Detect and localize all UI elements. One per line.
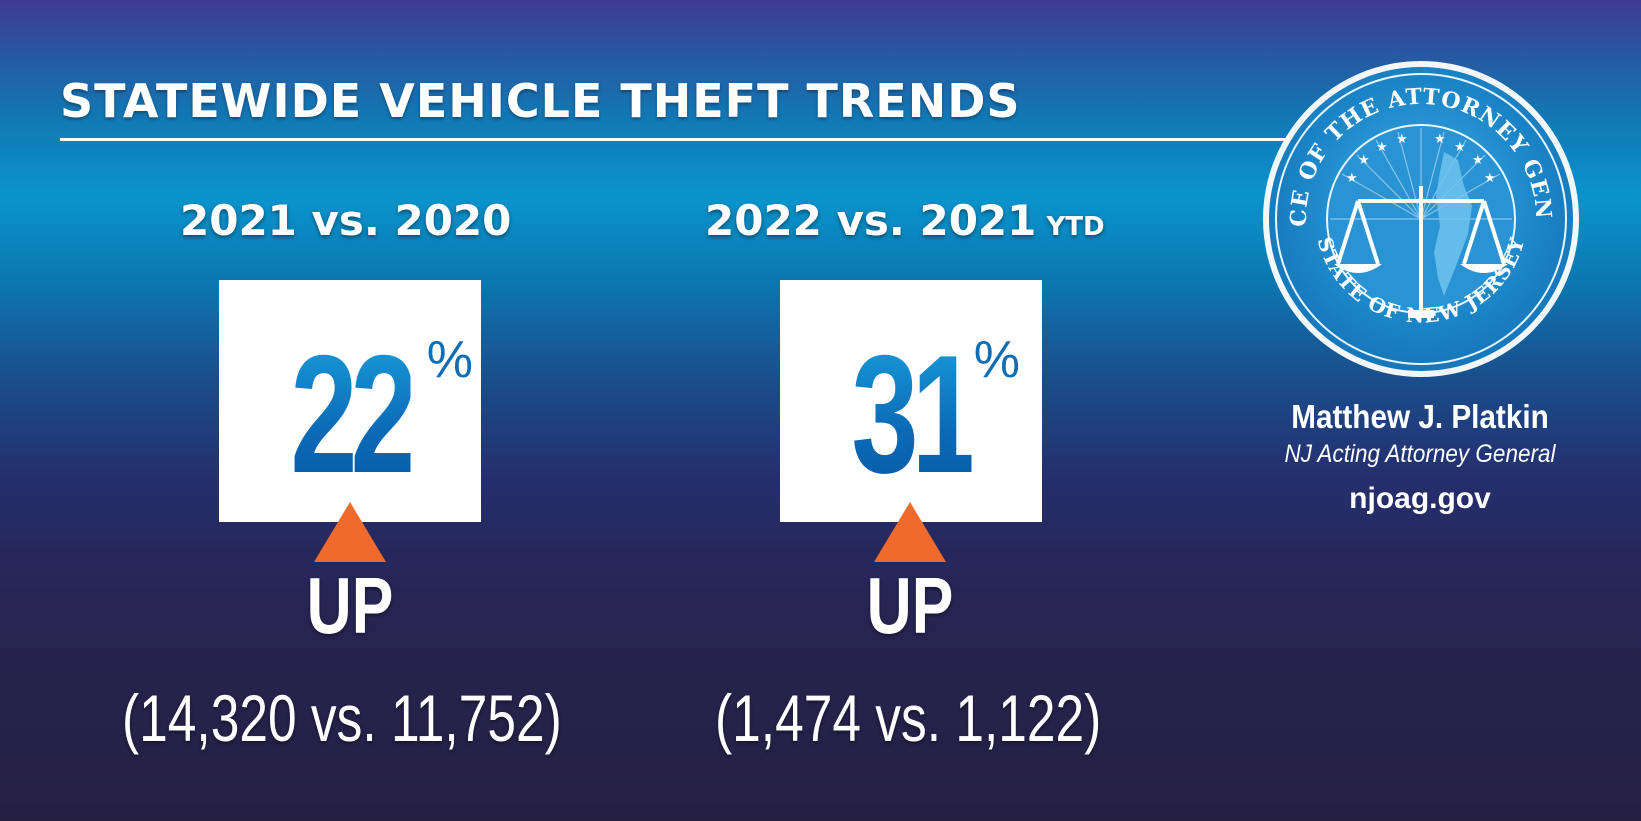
theft-counts: (1,474 vs. 1,122) [715,681,1102,755]
percent-sign: % [973,331,1020,389]
percent-card-2022: 31 % [780,280,1042,522]
period-suffix: YTD [1046,212,1105,242]
svg-text:★: ★ [1376,139,1388,154]
up-arrow-icon [874,502,946,562]
period-text: 2022 vs. 2021 [705,196,1037,245]
svg-text:★: ★ [1434,131,1446,146]
percent-card-2021: 22 % [219,280,481,522]
theft-counts: (14,320 vs. 11,752) [122,681,562,755]
percent-number: 22 [289,320,417,508]
period-label-2021: 2021 vs. 2020 [180,196,521,245]
title-divider [60,138,1300,141]
svg-text:★: ★ [1484,170,1496,185]
svg-text:★: ★ [1358,152,1370,167]
svg-text:★: ★ [1472,152,1484,167]
official-name: Matthew J. Platkin [1291,398,1549,435]
attorney-general-seal-icon: ★ ★ ★ ★ ★ ★ ★ ★ OFFICE OF THE ATTORNEY G… [1258,56,1579,377]
svg-text:★: ★ [1396,131,1408,146]
period-text: 2021 vs. 2020 [180,196,512,245]
direction-label: UP [306,561,394,650]
percent-number: 31 [850,320,978,508]
percent-sign: % [426,331,473,389]
website-link[interactable]: njoag.gov [1349,482,1491,515]
official-title: NJ Acting Attorney General [1284,440,1556,468]
percent-value-group: 31 % [780,330,1042,498]
direction-label: UP [866,561,954,650]
svg-text:★: ★ [1454,139,1466,154]
svg-text:★: ★ [1346,170,1358,185]
period-label-2022: 2022 vs. 2021 YTD [705,196,1105,245]
page-title: STATEWIDE VEHICLE THEFT TRENDS [60,74,1021,128]
up-arrow-icon [314,502,386,562]
percent-value-group: 22 % [219,330,481,498]
